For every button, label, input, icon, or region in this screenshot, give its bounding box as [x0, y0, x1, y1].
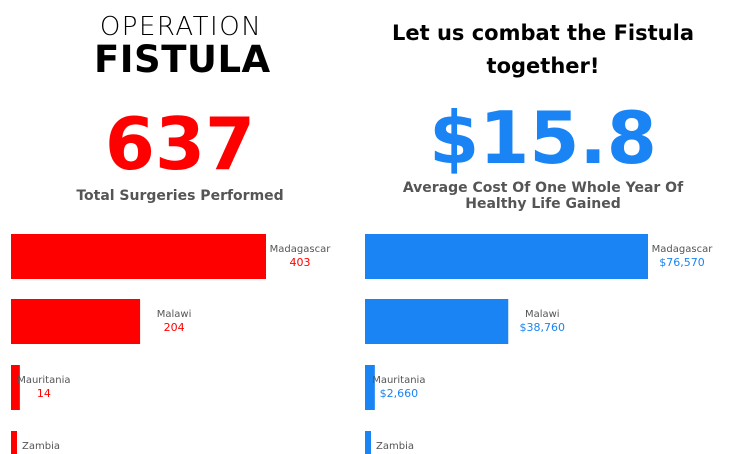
- surgeries-category-label: Mauritania: [17, 375, 70, 386]
- total-surgeries-label: Total Surgeries Performed: [76, 188, 284, 204]
- logo-operation-text: OPERATION: [99, 12, 263, 42]
- surgeries-bar-mauritania: [11, 365, 20, 410]
- cost-bar-mauritania: [365, 365, 375, 410]
- surgeries-bar-malawi: [11, 299, 141, 344]
- cost-bar-madagascar: [365, 234, 648, 279]
- cost-bar-zambia: [365, 431, 371, 454]
- surgeries-bar-zambia: [11, 431, 17, 454]
- cost-value-label: $2,660: [380, 387, 419, 400]
- tagline: Let us combat the Fistula together!: [392, 21, 694, 78]
- surgeries-category-label: Malawi: [157, 309, 192, 320]
- logo-fistula-text: FISTULA: [94, 38, 271, 81]
- surgeries-bar-madagascar: [11, 234, 266, 279]
- surgeries-category-label: Madagascar: [270, 244, 332, 255]
- cost-category-label: Mauritania: [372, 375, 425, 386]
- cost-value-label: $38,760: [520, 321, 566, 334]
- cost-category-label: Malawi: [525, 309, 560, 320]
- average-cost-label: Average Cost Of One Whole Year Of Health…: [402, 180, 684, 212]
- surgeries-value-label: 204: [164, 321, 185, 334]
- surgeries-category-label: Zambia: [22, 441, 60, 452]
- surgeries-value-label: 403: [290, 256, 311, 269]
- cost-category-label: Madagascar: [652, 244, 714, 255]
- cost-category-label: Zambia: [376, 441, 414, 452]
- cost-bar-malawi: [365, 299, 509, 344]
- average-cost-value: $15.8: [429, 96, 657, 180]
- total-surgeries-value: 637: [104, 102, 256, 186]
- surgeries-value-label: 14: [37, 387, 51, 400]
- cost-value-label: $76,570: [659, 256, 705, 269]
